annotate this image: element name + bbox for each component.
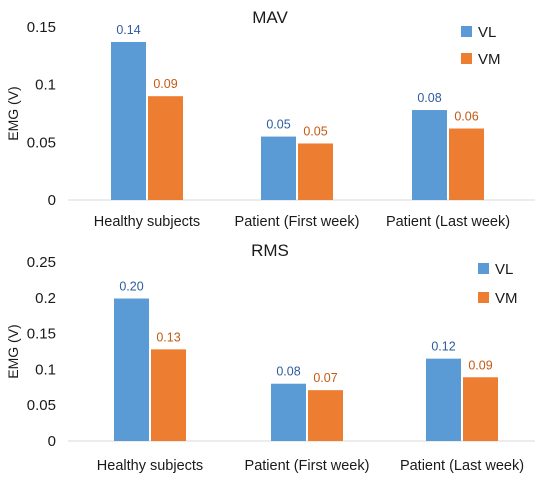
bar-vm-2	[449, 128, 484, 200]
x-tick-label: Healthy subjects	[94, 214, 200, 230]
y-tick-label: 0.25	[27, 254, 56, 271]
bar-vm-0	[148, 96, 183, 200]
data-label: 0.09	[468, 358, 492, 372]
y-tick-label: 0.05	[27, 397, 56, 414]
data-label: 0.09	[153, 77, 177, 91]
bar-vm-1	[308, 390, 343, 441]
x-tick-label: Healthy subjects	[97, 458, 203, 474]
bar-vl-2	[412, 110, 447, 200]
y-tick-label: 0.15	[27, 19, 56, 36]
data-label: 0.20	[119, 280, 143, 294]
y-tick-label: 0.1	[35, 361, 56, 378]
legend-swatch-vl	[461, 26, 472, 37]
y-tick-label: 0	[48, 192, 56, 209]
legend-swatch-vl	[478, 263, 489, 274]
legend-swatch-vm	[461, 53, 472, 64]
bar-vl-1	[261, 136, 296, 200]
data-label: 0.07	[313, 371, 337, 385]
legend-swatch-vm	[478, 292, 489, 303]
data-label: 0.08	[417, 91, 441, 105]
chart-title: RMS	[251, 241, 289, 260]
chart-title: MAV	[252, 8, 288, 27]
bar-vm-2	[463, 377, 498, 441]
y-axis-label: EMG (V)	[5, 324, 21, 378]
data-label: 0.08	[276, 365, 300, 379]
legend-label: VL	[478, 24, 496, 41]
y-axis-label: EMG (V)	[5, 86, 21, 140]
data-label: 0.05	[303, 124, 327, 138]
x-tick-label: Patient (Last week)	[400, 458, 524, 474]
data-label: 0.13	[156, 330, 180, 344]
bar-vm-0	[151, 349, 186, 441]
legend-label: VM	[495, 290, 518, 307]
bar-vl-1	[271, 383, 306, 441]
legend-label: VM	[478, 51, 501, 68]
data-label: 0.14	[116, 23, 140, 37]
data-label: 0.06	[454, 109, 478, 123]
legend-label: VL	[495, 261, 513, 278]
data-label: 0.12	[431, 340, 455, 354]
y-tick-label: 0.15	[27, 326, 56, 343]
x-tick-label: Patient (First week)	[235, 214, 360, 230]
x-tick-label: Patient (First week)	[245, 458, 370, 474]
data-label: 0.05	[266, 118, 290, 132]
y-tick-label: 0.1	[35, 77, 56, 94]
bar-vl-2	[426, 358, 461, 441]
bar-vm-1	[298, 143, 333, 200]
bar-vl-0	[114, 298, 149, 441]
x-tick-label: Patient (Last week)	[386, 214, 510, 230]
y-tick-label: 0.05	[27, 134, 56, 151]
bar-vl-0	[111, 41, 146, 200]
y-tick-label: 0.2	[35, 290, 56, 307]
y-tick-label: 0	[48, 433, 56, 450]
